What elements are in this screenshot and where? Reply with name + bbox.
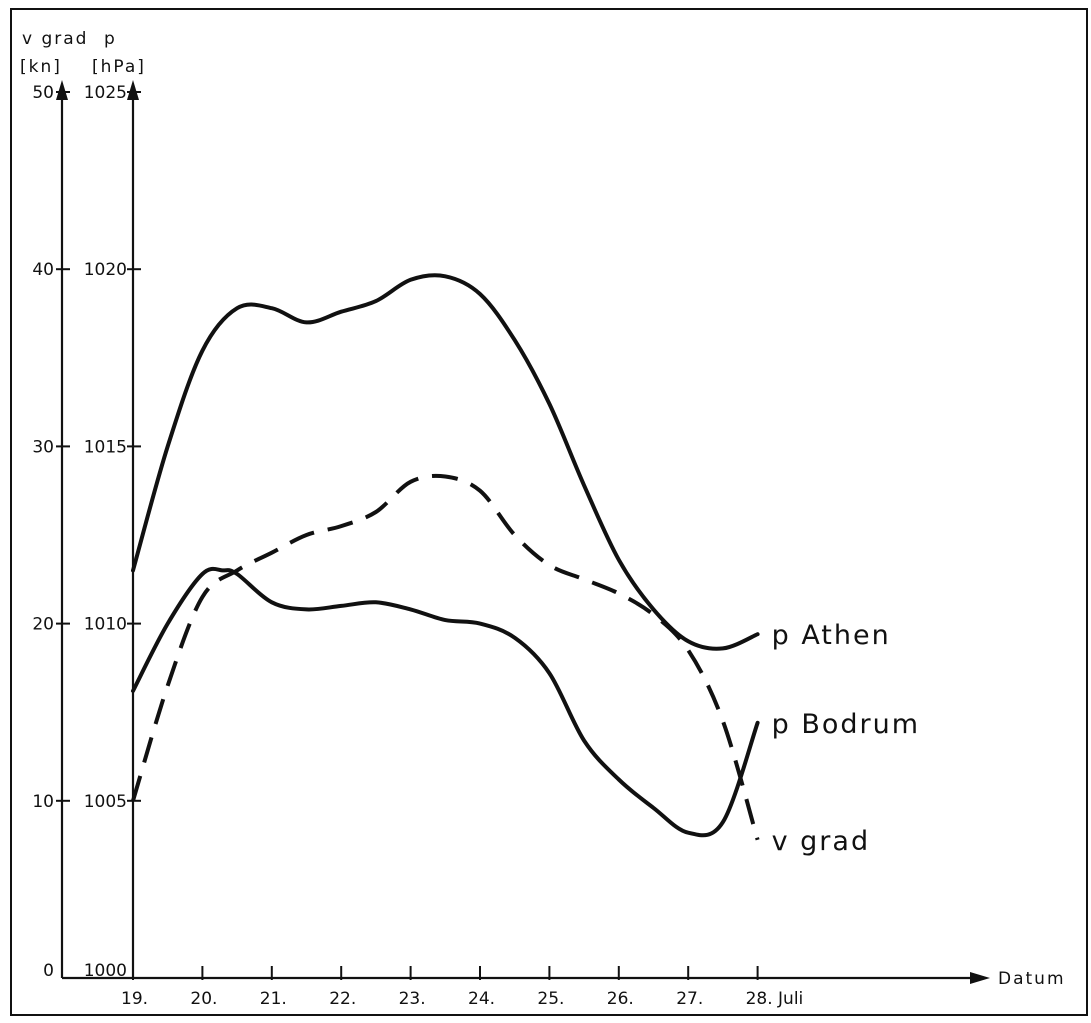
x-tick-label: 22. bbox=[329, 989, 356, 1009]
p-tick-label: 1015 bbox=[84, 437, 127, 457]
series-label-v-grad: v grad bbox=[772, 826, 870, 857]
series-label-p-bodrum: p Bodrum bbox=[772, 709, 920, 740]
series-line-p-athen bbox=[131, 273, 760, 651]
p-tick-label: 1010 bbox=[84, 615, 127, 635]
v-grad-axis-title: v grad bbox=[22, 29, 88, 49]
v-grad-axis-arrow bbox=[56, 80, 68, 100]
series-line-v-grad bbox=[131, 473, 760, 841]
chart-frame bbox=[10, 8, 1088, 1016]
x-tick-label: 21. bbox=[260, 989, 287, 1009]
x-tick-label: 24. bbox=[468, 989, 495, 1009]
x-tick-label: 19. bbox=[121, 989, 148, 1009]
x-tick-label: 27. bbox=[676, 989, 703, 1009]
p-axis-arrow bbox=[127, 80, 139, 100]
x-axis-title: Datum bbox=[998, 969, 1066, 989]
v-grad-tick-label: 40 bbox=[32, 260, 54, 280]
x-axis-arrow bbox=[970, 972, 990, 984]
v-grad-tick-label: 20 bbox=[32, 615, 54, 635]
v-grad-tick-label: 0 bbox=[43, 961, 54, 981]
v-grad-axis-unit: [kn] bbox=[20, 57, 62, 77]
x-tick-label: 20. bbox=[190, 989, 217, 1009]
x-tick-label: 23. bbox=[399, 989, 426, 1009]
x-tick-label: 25. bbox=[537, 989, 564, 1009]
p-tick-label: 1025 bbox=[84, 83, 127, 103]
x-tick-label: 26. bbox=[607, 989, 634, 1009]
p-tick-label: 1000 bbox=[84, 961, 127, 981]
v-grad-tick-label: 10 bbox=[32, 792, 54, 812]
x-tick-label: 28. Juli bbox=[746, 989, 804, 1009]
v-grad-tick-label: 30 bbox=[32, 437, 54, 457]
v-grad-tick-label: 50 bbox=[32, 83, 54, 103]
p-tick-label: 1020 bbox=[84, 260, 127, 280]
series-line-p-bodrum bbox=[131, 566, 760, 838]
p-axis-unit: [hPa] bbox=[92, 57, 146, 77]
p-tick-label: 1005 bbox=[84, 792, 127, 812]
p-axis-title: p bbox=[104, 29, 117, 49]
series-label-p-athen: p Athen bbox=[772, 620, 891, 651]
